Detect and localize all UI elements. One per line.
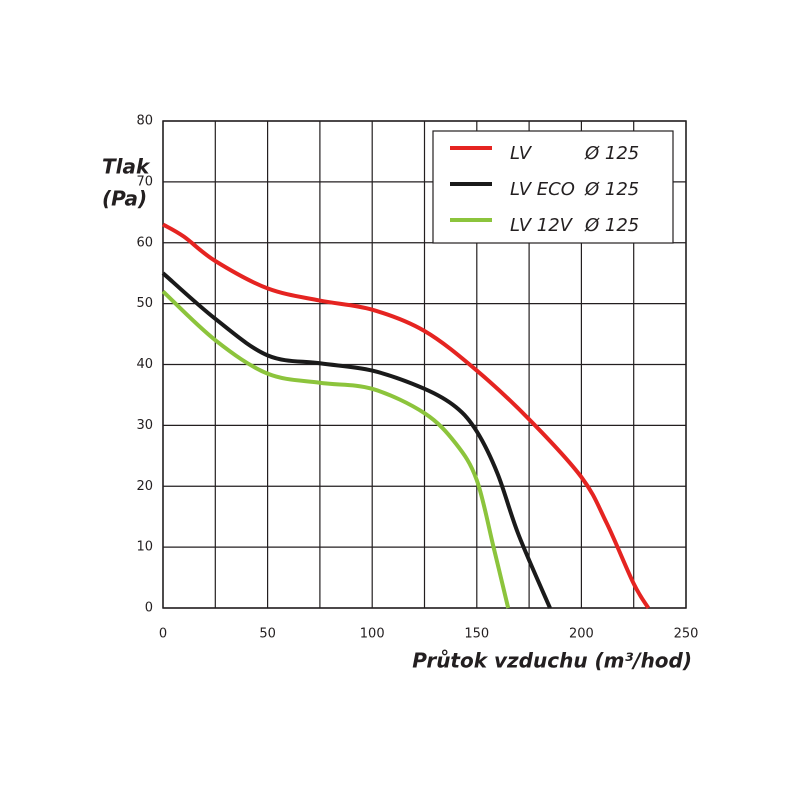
y-tick-label: 40: [136, 357, 153, 372]
y-tick-label: 60: [136, 235, 153, 250]
x-tick-label: 50: [259, 627, 276, 642]
y-tick-label: 50: [136, 296, 153, 311]
y-tick-label: 0: [145, 601, 153, 616]
legend-label: LV: [510, 143, 533, 164]
legend-diameter: Ø 125: [584, 179, 639, 200]
x-tick-label: 250: [674, 627, 699, 642]
x-tick-label: 150: [464, 627, 489, 642]
series-line: [161, 271, 552, 609]
y-tick-label: 10: [136, 540, 153, 555]
x-tick-label: 200: [569, 627, 594, 642]
y-tick-label: 80: [136, 114, 153, 129]
legend-label: LV ECO: [510, 179, 575, 200]
x-tick-label: 0: [159, 627, 167, 642]
y-axis-label: Tlak: [102, 155, 151, 179]
series-line: [161, 222, 651, 610]
y-tick-label: 20: [136, 479, 153, 494]
plot-frame: [162, 120, 687, 609]
x-tick-label: 100: [360, 627, 385, 642]
x-axis-label: Průtok vzduchu (m³/hod): [412, 649, 692, 673]
y-tick-label: 70: [136, 174, 153, 189]
y-tick-label: 30: [136, 418, 153, 433]
y-axis-label: (Pa): [102, 187, 147, 211]
legend-diameter: Ø 125: [584, 143, 639, 164]
legend-label: LV 12V: [510, 215, 574, 236]
legend-diameter: Ø 125: [584, 215, 639, 236]
series-line: [161, 289, 511, 609]
